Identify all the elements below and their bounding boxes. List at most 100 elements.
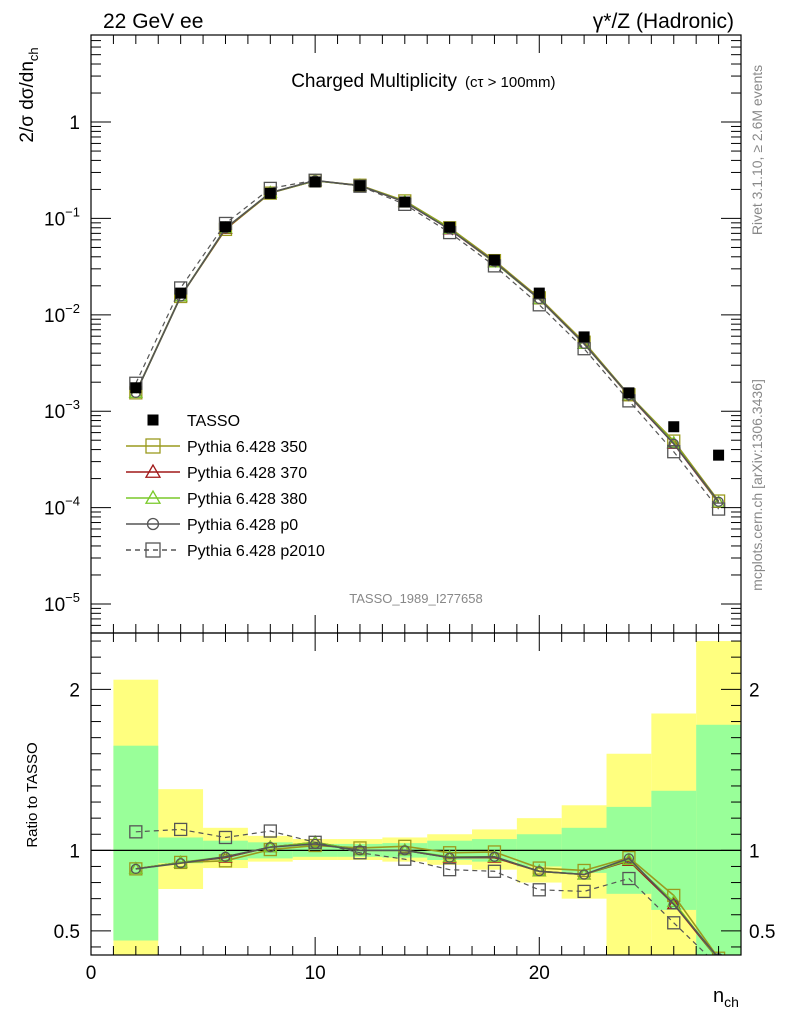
ratio-series-4 [129,822,725,972]
ratio-series-line [135,828,708,955]
main-data-point [532,298,546,312]
ratio-data-point [263,824,277,838]
ratio-data-point [218,830,233,845]
legend-item: Pythia 6.428 p0 [126,517,298,534]
main-data-point [713,496,724,507]
ratio-data-point [130,863,141,875]
ratio-data-point [442,846,457,860]
main-y-axis-title: 2/σ dσ/dnch [17,47,41,142]
analysis-watermark: TASSO_1989_I277658 [349,591,482,606]
ratio-data-point [220,851,231,862]
legend-label: Pythia 6.428 350 [187,439,307,456]
ratio-data-point [532,861,546,875]
ratio-data-point [532,883,546,897]
legend-marker [146,517,160,531]
x-tick-label: 0 [86,963,97,984]
legend-label: Pythia 6.428 p0 [187,517,298,534]
ratio-y-axis-title: Ratio to TASSO [24,742,41,847]
ratio-data-point [444,852,455,863]
ratio-data-point [487,864,502,878]
ratio-data-point [398,852,412,866]
ratio-series-line [135,844,718,955]
rivet-version-label: Rivet 3.1.10, ≥ 2.6M events [749,65,765,235]
main-y-tick-label: 10−4 [44,494,80,520]
ratio-data-point [713,960,725,972]
ratio-data-point [489,851,500,862]
ratio-frame [90,632,742,956]
ratio-data-point [577,863,591,878]
ratio-data-point [623,853,635,864]
legend-marker [145,542,161,558]
main-panel: 10−5 10−4 10−3 10−2 10−1 1 Charged Multiplici… [17,34,742,634]
x-tick-label: 10 [305,963,326,984]
main-data-point [399,196,411,208]
legend-label: TASSO [187,413,240,430]
ratio-data-point [353,846,367,860]
ratio-data-point [308,835,322,849]
main-data-point [711,502,726,516]
ratio-y-tick-label-right: 0.5 [749,922,775,943]
header-left-label: 22 GeV ee [103,10,203,33]
ratio-data-point [308,834,323,848]
ratio-data-point [399,845,410,856]
ratio-data-point [398,839,412,853]
main-y-tick-label: 10−5 [44,590,80,616]
main-data-point [668,421,680,433]
legend-item: Pythia 6.428 380 [126,489,307,508]
main-data-point [577,342,591,356]
ratio-panel: 0.5 0.51 12 20 10 20 Ratio to TASSO nch [24,632,775,1010]
ratio-data-point [173,855,188,868]
main-y-tick-label: 1 [69,113,80,134]
legend-marker [147,414,159,426]
legend-item: Pythia 6.428 350 [126,438,307,456]
ratio-y-tick-label-left: 2 [69,680,80,701]
x-tick-label: 20 [529,963,550,984]
main-data-point [533,287,545,299]
ratio-y-tick-label-left: 1 [69,841,80,862]
main-data-point [264,187,276,199]
main-series-line [135,179,720,510]
main-y-tick-label: 10−1 [44,204,80,230]
main-data-point [668,438,679,449]
legend: TASSO Pythia 6.428 350 Pythia 6.428 370 Pyt… [126,413,325,560]
ratio-data-point [534,866,545,877]
ratio-data-point [175,858,186,869]
legend-label: Pythia 6.428 380 [187,491,307,508]
main-data-point [353,179,367,193]
ratio-data-point [577,884,591,899]
ratio-series-line [135,843,717,955]
ratio-data-point [265,841,276,853]
x-axis-title: nch [713,985,739,1010]
ratio-y-tick-label-right: 1 [749,841,760,862]
main-series-5 [129,173,726,516]
ratio-band-stat [696,724,741,955]
ratio-data-point [578,869,590,880]
ratio-data-point [129,825,143,839]
legend-item: TASSO [147,413,240,430]
main-series-0 [130,176,725,461]
main-data-point [667,445,681,459]
main-y-tick-label: 10−2 [44,301,80,327]
legend-marker [144,489,162,504]
ratio-data-point [354,845,366,856]
ratio-data-point [174,822,188,837]
main-data-point [711,495,726,508]
ratio-y-tick-label-left: 0.5 [54,922,80,943]
main-title: Charged Multiplicity [291,71,457,92]
main-data-point [130,382,142,394]
ratio-y-tick-label-right: 2 [749,680,760,701]
main-data-point [713,449,725,461]
main-y-tick-label: 10−3 [44,397,80,423]
main-data-point [666,435,681,448]
main-data-point [623,387,635,399]
mcplots-label: mcplots.cern.ch [arXiv:1306.3436] [749,379,765,591]
ratio-data-point [622,871,636,886]
ratio-data-point [668,899,679,910]
header-right-label: γ*/Z (Hadronic) [593,10,734,33]
main-data-point [444,221,456,233]
svg-text:nch: nch [713,985,739,1010]
legend-label: Pythia 6.428 p2010 [187,543,325,560]
legend-marker [144,463,162,478]
ratio-data-point [263,842,277,857]
